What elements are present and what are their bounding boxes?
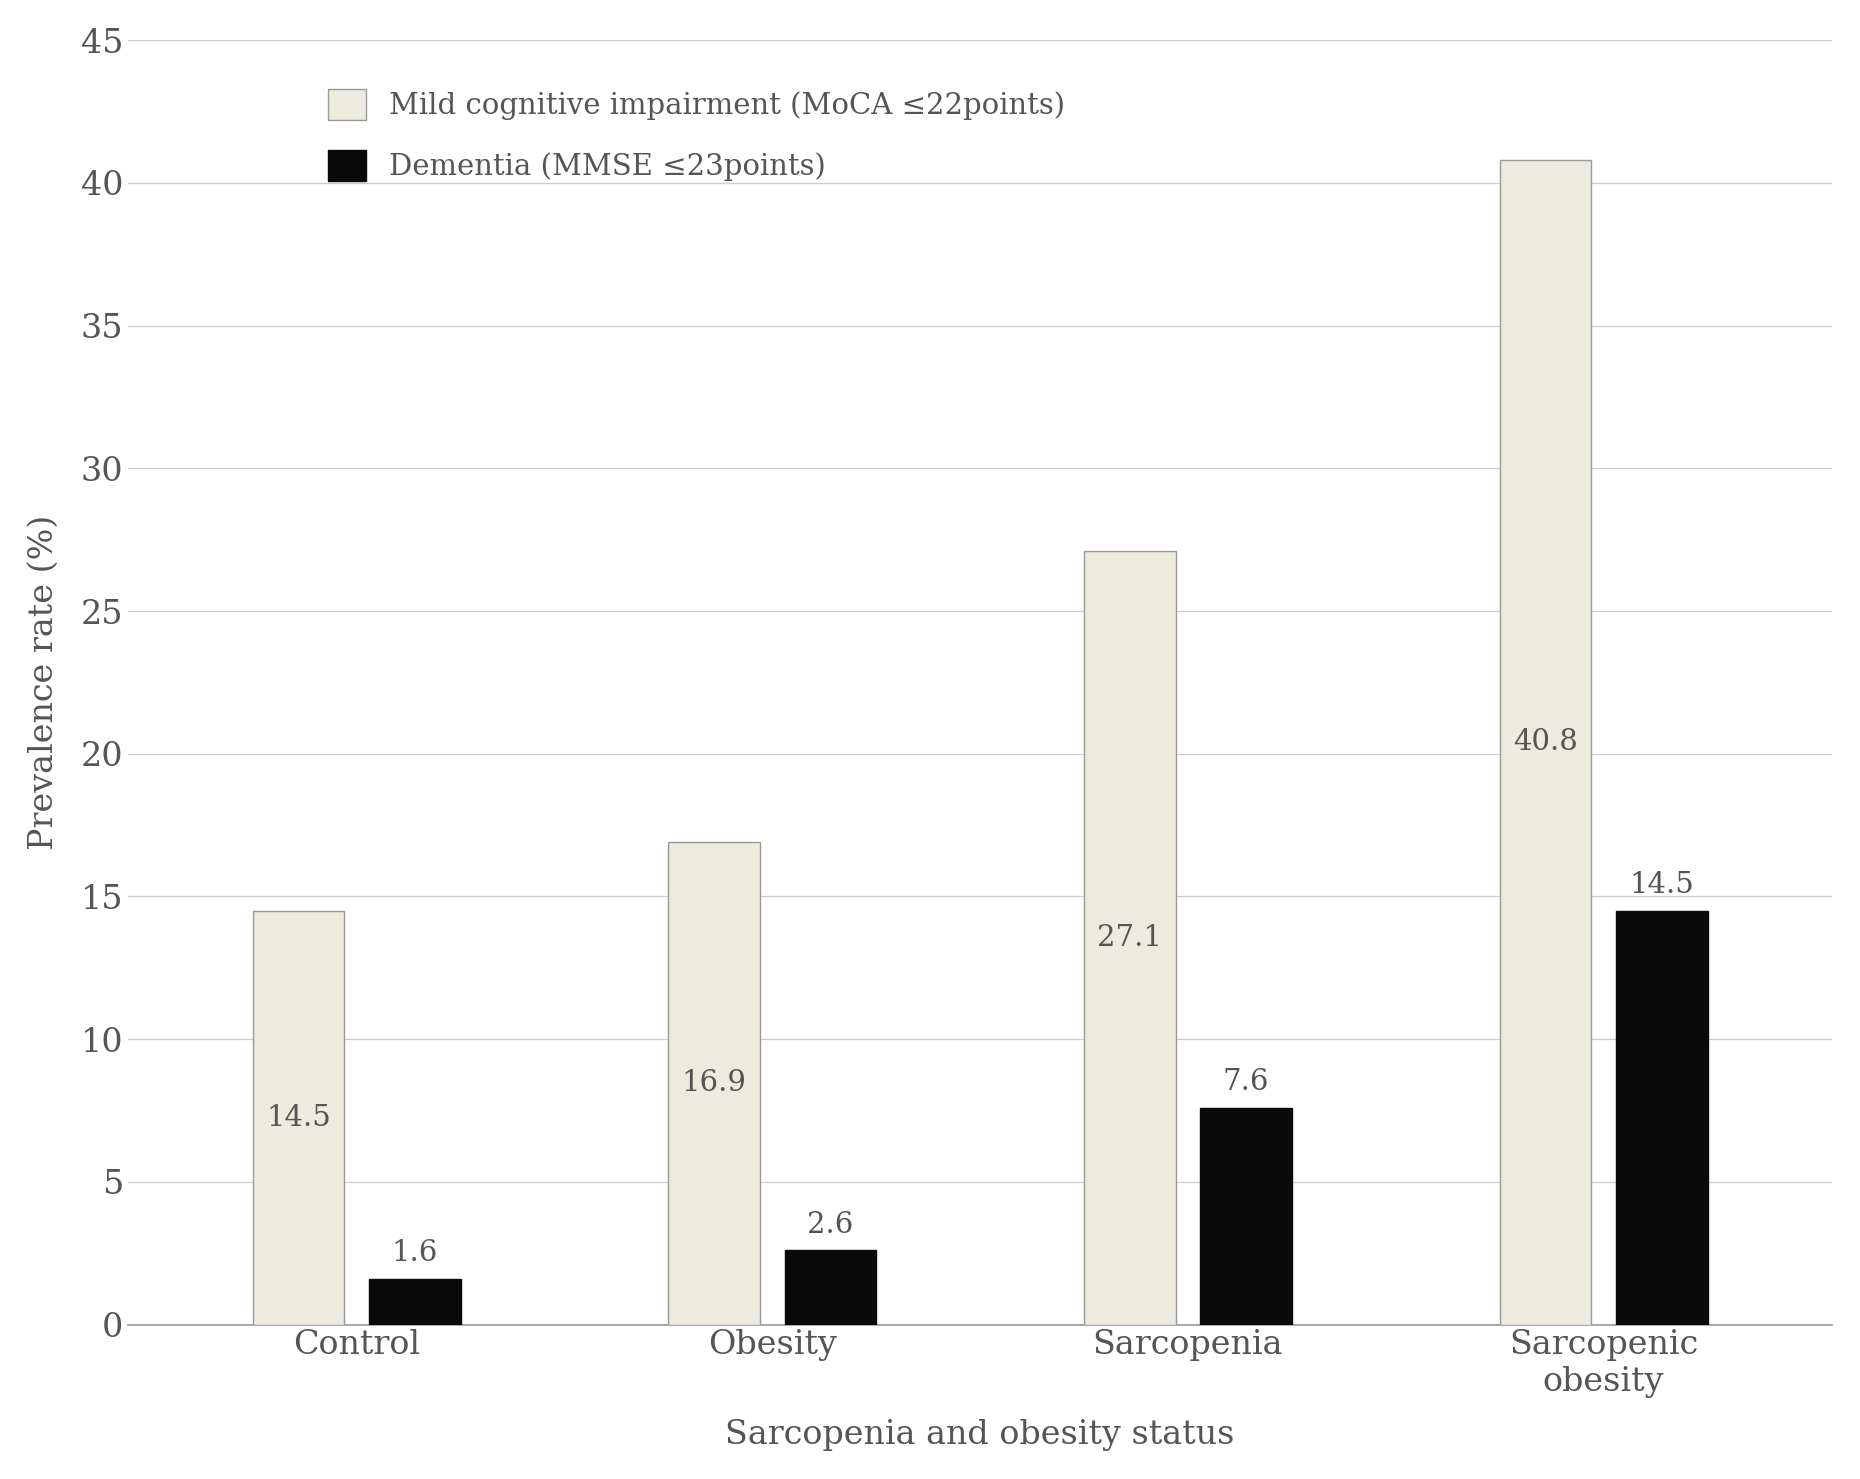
Bar bbox=[253, 911, 344, 1325]
Y-axis label: Prevalence rate (%): Prevalence rate (%) bbox=[28, 515, 60, 850]
X-axis label: Sarcopenia and obesity status: Sarcopenia and obesity status bbox=[725, 1420, 1235, 1451]
Text: 2.6: 2.6 bbox=[807, 1211, 854, 1239]
Text: 14.5: 14.5 bbox=[1629, 871, 1694, 899]
Text: 27.1: 27.1 bbox=[1097, 924, 1162, 952]
Bar bbox=[668, 842, 761, 1325]
Text: 16.9: 16.9 bbox=[681, 1069, 746, 1097]
Bar bbox=[1200, 1108, 1293, 1325]
Text: 1.6: 1.6 bbox=[392, 1239, 439, 1268]
Text: 40.8: 40.8 bbox=[1512, 728, 1577, 756]
Legend: Mild cognitive impairment (MoCA ≤22points), Dementia (MMSE ≤23points): Mild cognitive impairment (MoCA ≤22point… bbox=[312, 74, 1079, 197]
Text: 14.5: 14.5 bbox=[266, 1103, 331, 1131]
Bar bbox=[1499, 160, 1590, 1325]
Bar bbox=[1084, 552, 1176, 1325]
Text: 7.6: 7.6 bbox=[1222, 1068, 1269, 1096]
Bar bbox=[368, 1279, 461, 1325]
Bar bbox=[785, 1250, 876, 1325]
Bar bbox=[1616, 911, 1707, 1325]
